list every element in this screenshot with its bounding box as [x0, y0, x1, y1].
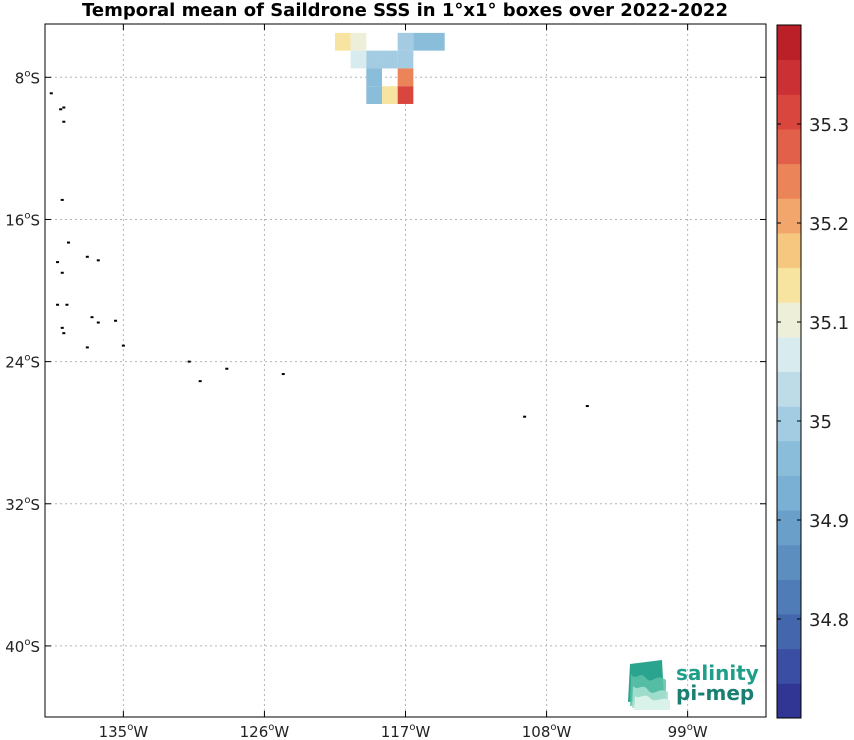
lat-label-1: 16oS: [5, 210, 40, 229]
sss-cells: [334, 32, 445, 104]
sss-cell-5: [350, 50, 367, 69]
sss-cell-1: [350, 32, 367, 51]
island-17: [85, 346, 89, 349]
colorbar-swatch-19: [777, 25, 801, 61]
sss-cell-0: [334, 32, 351, 51]
island-20: [198, 380, 202, 383]
sss-cell-10: [397, 68, 414, 87]
island-14: [114, 319, 118, 322]
island-19: [187, 360, 191, 363]
lon-label-2: 117oW: [381, 722, 431, 740]
colorbar-swatch-14: [777, 198, 801, 234]
sss-cell-9: [366, 68, 382, 87]
island-7: [96, 259, 100, 262]
latitude-labels: 8oS 16oS 24oS 32oS 40oS: [5, 68, 40, 656]
lat-label-2: 24oS: [5, 353, 40, 372]
island-23: [523, 415, 527, 418]
lat-label-4: 40oS: [5, 637, 40, 656]
island-6: [85, 255, 89, 258]
colorbar-swatch-2: [777, 614, 801, 650]
lat-label-3: 32oS: [5, 495, 40, 514]
island-16: [62, 332, 66, 335]
colorbar-swatch-0: [777, 683, 801, 719]
longitude-labels: 135oW 126oW 117oW 108oW 99oW: [99, 722, 708, 740]
island-8: [56, 261, 60, 264]
island-12: [90, 316, 94, 319]
colorbar-label-1: 34.9: [809, 511, 849, 532]
colorbar-swatch-6: [777, 475, 801, 511]
island-15: [60, 326, 64, 329]
colorbar-label-5: 35.3: [809, 115, 849, 136]
colorbar-swatch-3: [777, 579, 801, 615]
colorbar-swatch-11: [777, 302, 801, 338]
logo-line-1: salinity: [676, 661, 759, 685]
map-title: Temporal mean of Saildrone SSS in 1°x1° …: [82, 0, 728, 21]
wave-logo-icon: [628, 660, 670, 710]
tick-marks: [45, 24, 766, 717]
island-18: [121, 344, 125, 347]
lon-label-0: 135oW: [99, 722, 149, 740]
colorbar-swatch-7: [777, 440, 801, 476]
colorbar-swatch-15: [777, 163, 801, 199]
island-24: [585, 405, 589, 408]
islands: [49, 92, 589, 418]
colorbar-swatch-8: [777, 406, 801, 442]
lon-label-3: 108oW: [522, 722, 572, 740]
lon-label-1: 126oW: [240, 722, 290, 740]
colorbar-swatch-16: [777, 128, 801, 165]
colorbar-swatch-13: [777, 232, 801, 269]
colorbar-label-2: 35: [809, 412, 832, 433]
sss-cell-2: [397, 32, 414, 51]
colorbar-border: [776, 24, 802, 719]
logo-line-2: pi-mep: [676, 681, 754, 705]
island-1: [59, 108, 63, 111]
colorbar-swatch-9: [777, 371, 801, 407]
island-3: [62, 120, 66, 123]
colorbar-label-4: 35.2: [809, 214, 849, 235]
island-9: [60, 271, 64, 274]
sss-cell-11: [366, 86, 382, 104]
island-0: [49, 92, 53, 95]
island-2: [62, 106, 66, 109]
island-5: [67, 241, 71, 244]
colorbar-swatches: [777, 25, 801, 719]
island-13: [96, 321, 100, 324]
sss-cell-12: [381, 86, 398, 104]
sss-cell-3: [413, 32, 430, 51]
island-21: [225, 367, 229, 370]
colorbar: 34.8 34.9 35 35.1 35.2 35.3: [776, 24, 849, 719]
island-11: [65, 303, 69, 306]
colorbar-swatch-10: [777, 336, 801, 372]
map-frame: 135oW 126oW 117oW 108oW 99oW 8oS 16oS 24oS 32oS…: [5, 23, 767, 740]
sss-cell-8: [397, 50, 414, 69]
sss-cell-13: [397, 86, 414, 104]
colorbar-swatch-4: [777, 544, 801, 580]
colorbar-swatch-18: [777, 59, 801, 95]
colorbar-swatch-5: [777, 510, 801, 546]
lat-label-0: 8oS: [15, 68, 40, 87]
island-4: [60, 198, 64, 201]
island-22: [281, 373, 285, 376]
colorbar-label-3: 35.1: [809, 313, 849, 334]
island-10: [56, 303, 60, 306]
colorbar-label-0: 34.8: [809, 610, 849, 631]
colorbar-swatch-1: [777, 648, 801, 684]
sss-cell-6: [366, 50, 382, 69]
sss-cell-7: [381, 50, 398, 69]
sss-cell-4: [429, 32, 445, 51]
colorbar-swatch-12: [777, 267, 801, 303]
lon-label-4: 99oW: [668, 722, 708, 740]
salinity-pi-mep-logo: salinity pi-mep: [628, 660, 759, 710]
colorbar-ticks: 34.8 34.9 35 35.1 35.2 35.3: [777, 115, 849, 631]
